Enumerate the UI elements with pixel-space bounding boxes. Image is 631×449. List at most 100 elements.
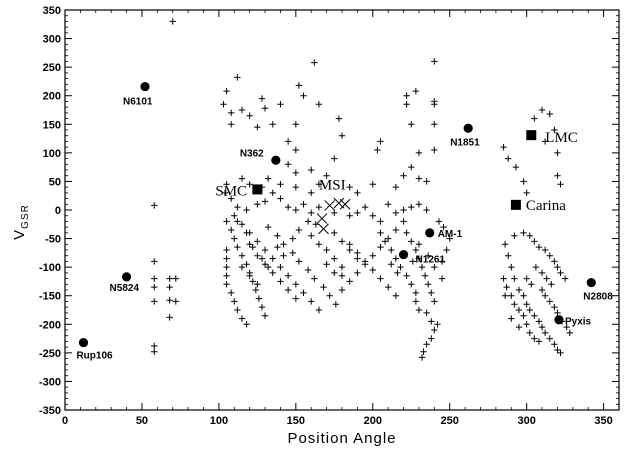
star-point — [223, 218, 230, 225]
star-point — [292, 146, 300, 154]
star-point — [238, 252, 246, 259]
star-point — [377, 138, 384, 145]
star-point — [431, 298, 438, 305]
star-point — [228, 226, 235, 234]
star-point — [508, 315, 515, 322]
star-point — [415, 306, 423, 314]
star-point — [280, 241, 287, 248]
star-point — [384, 201, 392, 208]
star-point — [243, 321, 250, 328]
star-point — [308, 298, 315, 305]
y-tick-label: 300 — [43, 34, 61, 46]
star-point — [403, 229, 410, 237]
star-point — [508, 292, 515, 299]
star-point — [520, 178, 527, 185]
star-point — [546, 110, 553, 118]
star-point — [308, 189, 315, 197]
star-point — [377, 275, 384, 282]
star-point — [331, 229, 338, 237]
cluster-label-am-1: AM-1 — [438, 229, 463, 240]
star-point — [434, 321, 441, 328]
msi-point — [316, 213, 328, 224]
star-point — [261, 312, 269, 319]
star-point — [308, 209, 315, 217]
axis-ticks — [64, 9, 620, 411]
star-point — [538, 286, 546, 294]
star-point — [541, 138, 549, 145]
star-point — [300, 92, 307, 99]
y-tick-label: 100 — [43, 148, 61, 160]
star-point — [246, 112, 253, 119]
star-point — [423, 309, 430, 317]
star-point — [315, 203, 323, 211]
star-point — [264, 263, 272, 271]
star-point — [223, 281, 230, 288]
star-point — [403, 92, 410, 99]
star-point — [274, 243, 281, 251]
star-point — [392, 209, 400, 217]
star-point — [223, 246, 230, 254]
star-point — [284, 272, 292, 279]
star-point — [531, 335, 538, 342]
star-point — [254, 281, 261, 288]
star-point — [500, 143, 507, 151]
star-point — [228, 121, 235, 128]
dwarf-point-lmc — [526, 130, 537, 141]
star-point — [223, 87, 230, 95]
star-point — [228, 289, 235, 297]
star-point — [446, 235, 453, 242]
star-point — [501, 241, 509, 248]
star-point — [277, 195, 284, 202]
star-point — [269, 255, 276, 262]
star-point — [323, 172, 330, 179]
y-tick-label: -350 — [39, 405, 61, 417]
cluster-label-pyxis: Pyxis — [565, 317, 592, 328]
star-point — [557, 181, 564, 188]
star-point — [231, 298, 238, 305]
star-point — [261, 198, 269, 205]
star-point — [284, 138, 292, 145]
star-point — [424, 281, 432, 288]
star-point — [234, 203, 241, 211]
star-point — [258, 255, 266, 262]
axis-tick-labels: 0 50 100 150 200 250 300 350 350 300 250 200 150 100 5… — [39, 5, 613, 427]
star-point — [346, 278, 353, 285]
star-point — [424, 252, 432, 259]
y-tick-label: -100 — [39, 262, 61, 274]
star-point — [151, 275, 158, 282]
star-point — [531, 238, 538, 245]
star-point — [258, 95, 266, 102]
star-point — [223, 263, 230, 271]
star-point — [277, 181, 284, 188]
star-point — [315, 101, 323, 108]
star-point — [546, 298, 553, 305]
star-point — [172, 275, 179, 282]
star-point — [431, 326, 438, 334]
star-point — [269, 121, 276, 128]
star-point — [554, 309, 561, 317]
star-point — [354, 189, 361, 197]
star-point — [252, 286, 260, 294]
star-point — [234, 218, 241, 225]
star-point — [551, 341, 558, 348]
point-labels: N6101 N362 N1851 AM-1 N1261 N5824 Rup106 N2808 P… — [76, 97, 613, 362]
star-point — [374, 146, 381, 154]
star-point — [280, 252, 287, 259]
star-point — [505, 155, 512, 162]
star-point — [223, 272, 230, 279]
star-point — [431, 121, 438, 128]
star-point — [554, 172, 561, 179]
star-point — [440, 223, 447, 231]
star-point — [254, 238, 261, 245]
msi-label: MSI — [319, 177, 346, 193]
star-point — [381, 238, 389, 245]
star-point — [531, 312, 538, 319]
star-point — [292, 169, 300, 177]
star-point — [231, 212, 238, 219]
y-tick-label: -300 — [39, 376, 61, 388]
cluster-label-n5824: N5824 — [110, 283, 140, 294]
star-point — [243, 261, 250, 268]
star-point — [315, 241, 323, 248]
cluster-point-n6101 — [140, 81, 150, 92]
